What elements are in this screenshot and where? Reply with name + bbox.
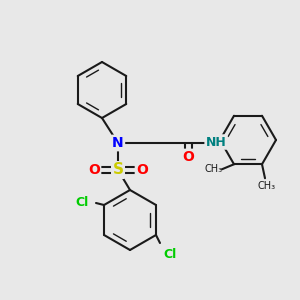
Text: Cl: Cl <box>75 196 88 209</box>
Text: O: O <box>182 150 194 164</box>
Text: S: S <box>112 163 124 178</box>
Text: CH₃: CH₃ <box>258 181 276 191</box>
Text: NH: NH <box>206 136 226 148</box>
Text: Cl: Cl <box>164 248 177 262</box>
Text: N: N <box>112 136 124 150</box>
Text: CH₃: CH₃ <box>205 164 223 174</box>
Text: O: O <box>136 163 148 177</box>
Text: O: O <box>88 163 100 177</box>
